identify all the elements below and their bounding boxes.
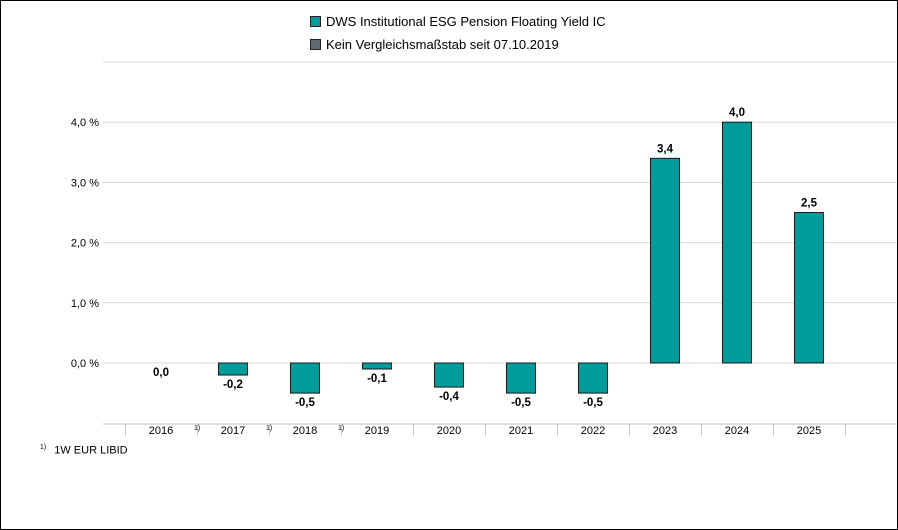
x-tick-label-2021: 2021 — [509, 425, 533, 437]
footnote-text: 1W EUR LIBID — [54, 444, 128, 457]
x-footnote-marker: 1) — [194, 425, 200, 432]
x-tick-label-2018: 2018 — [293, 425, 317, 437]
data-label-2020: -0,4 — [439, 391, 459, 403]
bar-2019 — [362, 362, 392, 370]
x-tick-label-2022: 2022 — [581, 425, 605, 437]
x-tick-label-2023: 2023 — [653, 425, 677, 437]
bar-2017 — [218, 362, 248, 376]
footnote-marker: 1) — [40, 444, 47, 451]
x-tick-label-2017: 2017 — [221, 425, 245, 437]
data-label-2017: -0,2 — [223, 379, 243, 391]
data-label-2019: -0,1 — [367, 373, 387, 385]
bar-2025 — [794, 212, 824, 364]
x-tick-label-2016: 2016 — [149, 425, 173, 437]
data-label-2016: 0,0 — [153, 367, 169, 379]
bar-2023 — [650, 157, 680, 364]
bar-2020 — [434, 362, 464, 388]
bar-2022 — [578, 362, 608, 394]
data-label-2021: -0,5 — [511, 397, 531, 409]
y-tick-label: 2,0 % — [71, 238, 99, 250]
x-footnote-marker: 1) — [338, 425, 344, 432]
y-tick-label: 4,0 % — [71, 117, 99, 129]
y-tick-label: 1,0 % — [71, 298, 99, 310]
legend-item-benchmark: Kein Vergleichsmaßstab seit 07.10.2019 — [310, 37, 559, 52]
x-tick-label-2019: 2019 — [365, 425, 389, 437]
x-footnote-marker: 1) — [266, 425, 272, 432]
bar-2024 — [722, 121, 752, 364]
bar-2018 — [290, 362, 320, 394]
x-tick-label-2024: 2024 — [725, 425, 749, 437]
data-label-2025: 2,5 — [801, 198, 818, 210]
legend-swatch-fund — [310, 16, 321, 27]
legend-label-fund: DWS Institutional ESG Pension Floating Y… — [326, 14, 606, 29]
legend-item-fund: DWS Institutional ESG Pension Floating Y… — [310, 14, 606, 29]
y-tick-label: 3,0 % — [71, 177, 99, 189]
legend-swatch-benchmark — [310, 39, 321, 50]
y-tick-label: 0,0 % — [71, 358, 99, 370]
data-label-2022: -0,5 — [583, 397, 603, 409]
x-tick-label-2025: 2025 — [797, 425, 821, 437]
x-tick-label-2020: 2020 — [437, 425, 461, 437]
legend-label-benchmark: Kein Vergleichsmaßstab seit 07.10.2019 — [326, 37, 559, 52]
data-label-2018: -0,5 — [295, 397, 315, 409]
footnote: 1) 1W EUR LIBID — [40, 444, 128, 457]
bar-2021 — [506, 362, 536, 394]
data-label-2024: 4,0 — [729, 107, 745, 119]
data-label-2023: 3,4 — [657, 143, 674, 155]
